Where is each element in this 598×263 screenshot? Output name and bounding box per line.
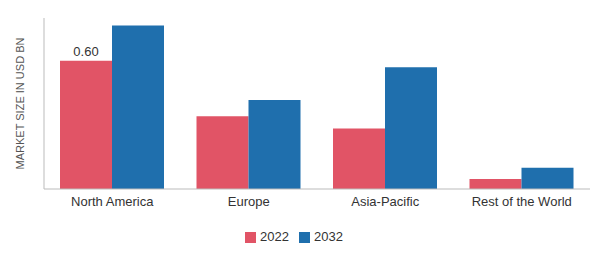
svg-text:Europe: Europe [228,194,270,209]
svg-text:Rest of the World: Rest of the World [472,194,572,209]
svg-text:North America: North America [71,194,154,209]
svg-text:MARKET SIZE IN USD BN: MARKET SIZE IN USD BN [14,38,26,170]
html-text:2022: 2022 [260,229,289,244]
html-text:2032: 2032 [314,229,343,244]
svg-text:0.60: 0.60 [73,44,98,59]
svg-text:Asia-Pacific: Asia-Pacific [351,194,419,209]
